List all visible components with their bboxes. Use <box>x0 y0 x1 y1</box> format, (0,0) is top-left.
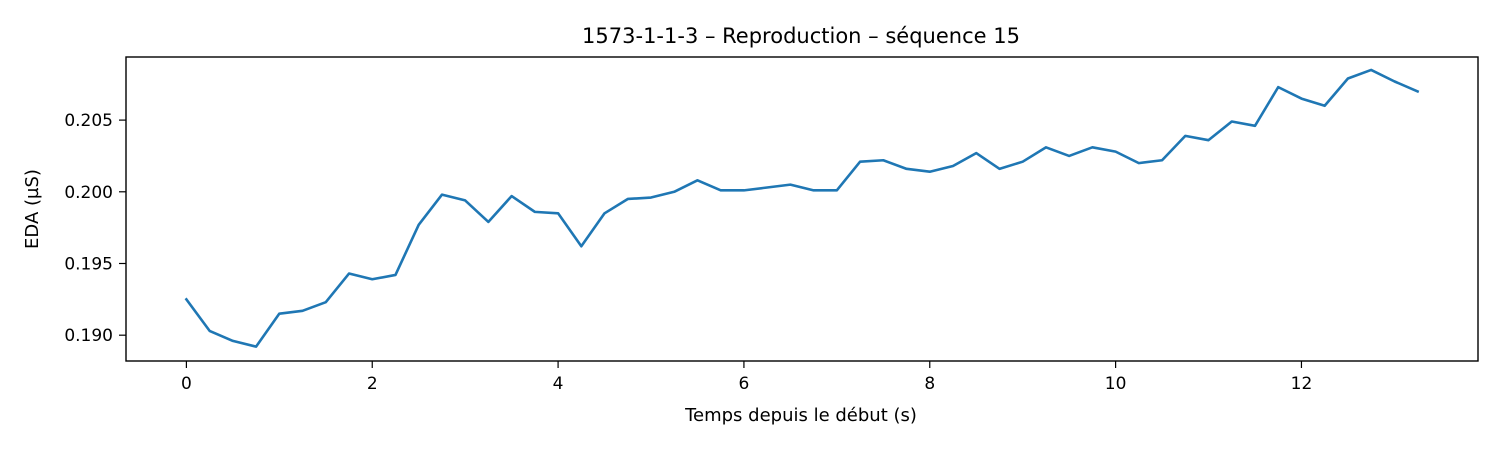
y-axis-label: EDA (µS) <box>22 169 43 249</box>
eda-series-line <box>184 68 1420 348</box>
x-axis-ticks: 0 2 4 6 8 10 12 <box>181 361 1312 394</box>
plot-frame <box>125 56 1479 362</box>
x-tick-label: 4 <box>553 374 564 394</box>
x-tick-label: 2 <box>367 374 378 394</box>
y-tick-label: 0.190 <box>64 326 113 346</box>
y-tick-label: 0.195 <box>64 254 113 274</box>
x-tick-label: 6 <box>739 374 750 394</box>
x-tick-label: 10 <box>1105 374 1127 394</box>
y-tick-label: 0.200 <box>64 183 113 203</box>
x-tick-label: 0 <box>181 374 192 394</box>
chart-title: 1573-1-1-3 – Reproduction – séquence 15 <box>582 24 1020 48</box>
x-axis-label: Temps depuis le début (s) <box>684 405 917 426</box>
plot-area <box>184 68 1420 348</box>
y-axis-ticks: 0.190 0.195 0.200 0.205 <box>64 111 126 346</box>
y-tick-label: 0.205 <box>64 111 113 131</box>
x-tick-label: 12 <box>1291 374 1313 394</box>
x-tick-label: 8 <box>924 374 935 394</box>
